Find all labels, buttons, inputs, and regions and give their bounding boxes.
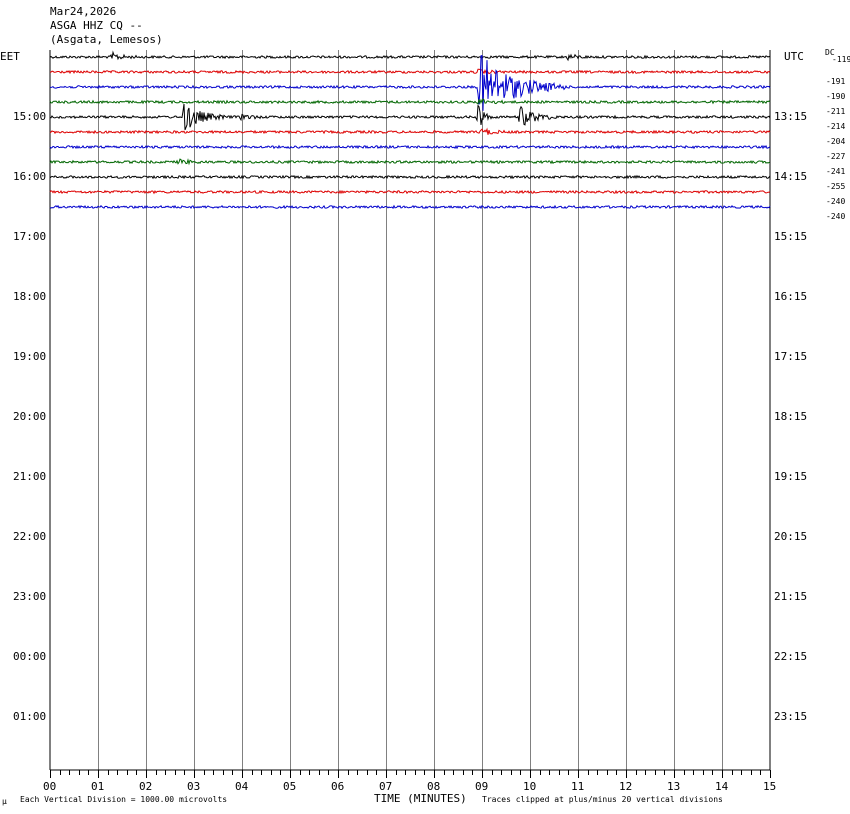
trace-line — [49, 103, 771, 131]
left-hour-label: 19:00 — [13, 350, 47, 363]
dc-offset-label: -255 — [826, 182, 846, 191]
clip-note: Traces clipped at plus/minus 20 vertical… — [482, 795, 723, 804]
x-tick-label: 14 — [715, 780, 729, 793]
trace-line — [49, 158, 771, 166]
x-tick-label: 04 — [235, 780, 249, 793]
x-tick-label: 02 — [139, 780, 153, 793]
x-tick-label: 01 — [91, 780, 105, 793]
left-timezone-label: EET — [0, 50, 20, 63]
x-tick-label: 07 — [379, 780, 393, 793]
dc-offset-label: -119 — [832, 55, 850, 64]
x-tick-label: 11 — [571, 780, 585, 793]
trace-line — [49, 204, 771, 210]
right-hour-label: 19:15 — [774, 470, 808, 483]
trace-line — [50, 54, 771, 111]
trace-line — [49, 98, 771, 105]
right-hour-label: 17:15 — [774, 350, 808, 363]
left-hour-label: 15:00 — [13, 110, 47, 123]
right-hour-label: 16:15 — [774, 290, 808, 303]
date-label: Mar24,2026 — [50, 5, 117, 18]
trace-line — [49, 68, 771, 75]
dc-offset-label: -240 — [826, 212, 846, 221]
left-hour-label: 23:00 — [13, 590, 47, 603]
trace-line — [49, 127, 771, 135]
right-hour-label: 20:15 — [774, 530, 808, 543]
right-hour-label: 23:15 — [774, 710, 808, 723]
dc-offset-label: -204 — [826, 137, 846, 146]
dc-label: DC — [825, 48, 835, 57]
right-hour-label: 22:15 — [774, 650, 808, 663]
dc-offset-label: -240 — [826, 197, 846, 206]
right-hour-label: 13:15 — [774, 110, 808, 123]
right-hour-label: 21:15 — [774, 590, 808, 603]
left-hour-label: 20:00 — [13, 410, 47, 423]
x-tick-label: 00 — [43, 780, 57, 793]
time-grid — [49, 50, 771, 770]
location-label: (Asgata, Lemesos) — [50, 33, 163, 46]
x-tick-label: 05 — [283, 780, 297, 793]
seismic-traces — [49, 50, 771, 210]
left-hour-label: 18:00 — [13, 290, 47, 303]
right-hour-label: 15:15 — [774, 230, 808, 243]
micro-mark: μ — [2, 797, 7, 806]
x-tick-label: 09 — [475, 780, 489, 793]
left-hour-label: 01:00 — [13, 710, 47, 723]
trace-line — [49, 174, 771, 180]
x-tick-label: 06 — [331, 780, 345, 793]
scale-note: Each Vertical Division = 1000.00 microvo… — [20, 795, 228, 804]
station-label: ASGA HHZ CQ -- — [50, 19, 143, 32]
x-tick-label: 13 — [667, 780, 681, 793]
x-axis-title: TIME (MINUTES) — [374, 792, 467, 805]
dc-offset-label: -227 — [826, 152, 846, 161]
dc-offset-label: -190 — [826, 92, 846, 101]
dc-offset-label: -191 — [826, 77, 846, 86]
dc-offset-label: -211 — [826, 107, 846, 116]
x-tick-label: 03 — [187, 780, 201, 793]
right-hour-label: 18:15 — [774, 410, 808, 423]
right-hour-label: 14:15 — [774, 170, 808, 183]
dc-offset-label: -214 — [826, 122, 846, 131]
left-hour-label: 17:00 — [13, 230, 47, 243]
left-hour-label: 21:00 — [13, 470, 47, 483]
right-timezone-label: UTC — [784, 50, 804, 63]
x-tick-label: 10 — [523, 780, 537, 793]
dc-offset-label: -241 — [826, 167, 846, 176]
trace-line — [49, 144, 771, 150]
left-hour-label: 22:00 — [13, 530, 47, 543]
x-tick-label: 12 — [619, 780, 633, 793]
left-hour-label: 16:00 — [13, 170, 47, 183]
x-tick-label: 15 — [763, 780, 777, 793]
left-hour-label: 00:00 — [13, 650, 47, 663]
x-axis — [50, 769, 771, 778]
trace-line — [49, 189, 771, 195]
x-tick-label: 08 — [427, 780, 441, 793]
trace-line — [49, 50, 771, 62]
